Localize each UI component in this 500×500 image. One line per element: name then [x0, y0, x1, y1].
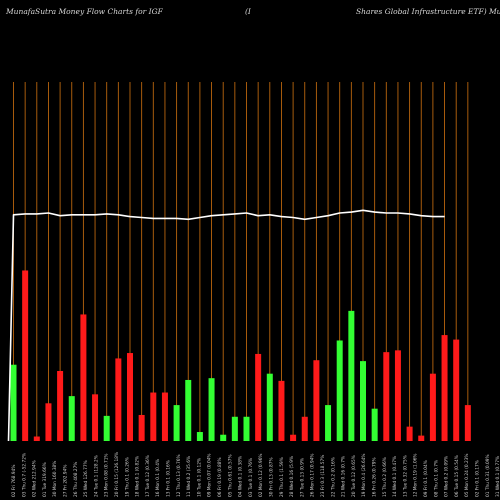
- money-flow-bar: [161, 392, 168, 441]
- x-tick-label: 05 Mon 0.24 (0.23%: [464, 453, 470, 497]
- money-flow-bar: [33, 436, 40, 441]
- x-tick-label: 17 Tue 0.12 (0.36%: [145, 455, 151, 497]
- money-flow-bar: [266, 373, 273, 441]
- money-flow-bar: [10, 364, 17, 441]
- money-flow-bar: [406, 426, 413, 441]
- x-tick-label: 30 Mon 160.38%: [52, 461, 58, 497]
- money-flow-bar: [336, 340, 343, 441]
- money-flow-bar: [325, 405, 332, 441]
- x-tick-label: 29 Thu 0.1 (1.59%: [279, 457, 285, 497]
- x-tick-label: 05 Thu 0.61 (0.57%: [227, 454, 233, 497]
- x-tick-label: 02 Wed 212.94%: [32, 460, 38, 497]
- x-tick-label: 09 Fri 0.1 (0.04%: [423, 460, 429, 497]
- x-tick-label: 30 Fri 0.13 (0.87%: [269, 457, 275, 497]
- x-tick-label: 22 Thu 0.2 (0.16%: [330, 457, 336, 497]
- x-tick-label: 21 Wed 0.16 (0.7%: [341, 456, 347, 497]
- money-flow-bar: [80, 314, 87, 441]
- x-tick-label: 12 Mon 0.19 (1.06%: [413, 453, 419, 497]
- chart-header-right: Shares Global Infrastructure ETF) Mu: [356, 7, 500, 16]
- price-line: [7, 209, 445, 442]
- x-tick-label: 20 Fri 0.15 (126.18%: [114, 452, 120, 497]
- x-tick-label: 25 Wed 126.77%: [83, 460, 89, 497]
- x-tick-label: 27 Fri 202.94%: [63, 465, 69, 497]
- money-flow-bar: [22, 270, 29, 441]
- x-tick-label: 01 Thu 0.31 (0.09%: [485, 454, 491, 497]
- x-tick-label: 24 Tue 0.1 (128.2%: [93, 455, 99, 497]
- x-tick-label: 06 Fri 0.19 (0.88%: [217, 457, 223, 497]
- money-flow-bar: [173, 405, 180, 441]
- x-tick-label: 10 Tue 0.1 (0.12%: [196, 458, 202, 497]
- x-tick-label: 19 Mon 0.4 (26.64%: [361, 453, 367, 497]
- money-flow-bar: [45, 403, 52, 441]
- x-tick-label: 06 Tue 0.15 (0.54%: [454, 455, 460, 497]
- x-tick-label: 01 Tue 319.66%: [42, 462, 48, 497]
- x-tick-label: 03 Thu 0.7 (-52.72%: [21, 453, 27, 497]
- x-tick-label: 19 Thu 0.1 (0.26%: [124, 457, 130, 497]
- money-flow-bar: [360, 361, 366, 441]
- x-tick-label: 20 Tue 0.12 (0.65%: [351, 455, 357, 497]
- x-tick-label: 08 Thu 0.1 (0.7%: [433, 460, 439, 497]
- money-flow-bar: [220, 434, 227, 441]
- money-flow-bar: [150, 392, 157, 441]
- x-tick-label: 13 Tue 0.32 (0.75%: [402, 455, 408, 497]
- money-flow-bar: [278, 380, 285, 441]
- money-flow-bar: [231, 416, 238, 441]
- money-flow-bar: [243, 416, 250, 441]
- x-tick-label: 15 Thu 0.2 (0.66%: [382, 457, 388, 497]
- money-flow-bar: [383, 352, 390, 441]
- x-tick-labels: 02 Fri 768.94% 03 Thu 0.7 (-52.72% 02 Wed …: [11, 452, 500, 497]
- x-tick-label: 28 Wed 0.16 (5.9%: [289, 456, 295, 497]
- money-flow-bar: [348, 310, 355, 441]
- price-line-group: [7, 209, 445, 442]
- x-tick-label: 04 Wed 0.1 (0.38%: [238, 456, 244, 497]
- money-flow-bar: [208, 378, 215, 441]
- money-flow-bar: [57, 370, 64, 441]
- x-tick-label: 23 Fri 0.3 (118.57%: [320, 455, 326, 497]
- x-tick-label: 03 Tue 0.1 (0.76%: [248, 458, 254, 497]
- x-tick-label: 13 Fri 0.1 (0.16%: [166, 460, 172, 497]
- money-flow-bar: [429, 373, 436, 441]
- x-tick-label: 09 Mon 0.07 (0.04%: [207, 453, 213, 497]
- chart-header-middle: (I: [245, 7, 252, 16]
- money-flow-bar: [68, 396, 75, 441]
- x-tick-label: 14 Wed 0.1 (0.47%: [392, 456, 398, 497]
- x-tick-label: 27 Tue 0.13 (0.9%: [299, 458, 305, 497]
- x-tick-label: 18 Wed 0.1 (0.82%: [135, 456, 141, 497]
- x-tick-label: 16 Fri 0.26 (0.79%: [372, 457, 378, 497]
- money-flow-bar: [185, 379, 192, 441]
- money-flow-bar: [115, 358, 122, 441]
- x-tick-label: 11 Wed 0.2 (35.6%: [186, 456, 192, 497]
- money-flow-bar: [418, 435, 425, 441]
- money-flow-bar: [103, 415, 110, 441]
- money-flow-bar: [138, 414, 145, 441]
- money-flow-bar: [394, 350, 401, 441]
- money-flow-bar: [301, 416, 308, 441]
- money-flow-bar: [127, 353, 133, 441]
- money-flow-bar: [464, 405, 471, 441]
- x-tick-label: 02 Fri 768.94%: [11, 465, 17, 497]
- x-tick-label: 16 Mon 0.1 (0.4%: [155, 459, 161, 497]
- money-flow-bars: [10, 270, 471, 441]
- x-tick-label: 02 Fri 0.1 (0.17%: [475, 460, 481, 497]
- money-flow-bar: [313, 360, 320, 441]
- x-tick-label: 26 Mon 0.17 (0.94%: [310, 453, 316, 497]
- money-flow-bar: [196, 432, 203, 441]
- x-tick-label: 02 Mon 0.12 (0.96%: [258, 453, 264, 497]
- money-flow-bar: [92, 394, 99, 441]
- x-tick-label: 26 Thu 408.27%: [73, 462, 79, 497]
- money-flow-bar: [290, 434, 297, 441]
- chart-header-left: MunafaSutra Money Flow Charts for IGF: [5, 7, 164, 16]
- money-flow-bar: [371, 408, 378, 441]
- money-flow-bar: [453, 339, 460, 441]
- x-tick-label: 31 Wed 0.1 (0.77%: [495, 456, 500, 497]
- money-flow-bar: [255, 353, 262, 441]
- money-flow-bar: [441, 335, 448, 441]
- x-tick-label: 07 Wed 0.2 (0.09%: [444, 456, 450, 497]
- x-tick-label: 12 Thu 0.13 (0.76%: [176, 454, 182, 497]
- x-tick-label: 23 Mon 0.08 (0.71%: [104, 453, 110, 497]
